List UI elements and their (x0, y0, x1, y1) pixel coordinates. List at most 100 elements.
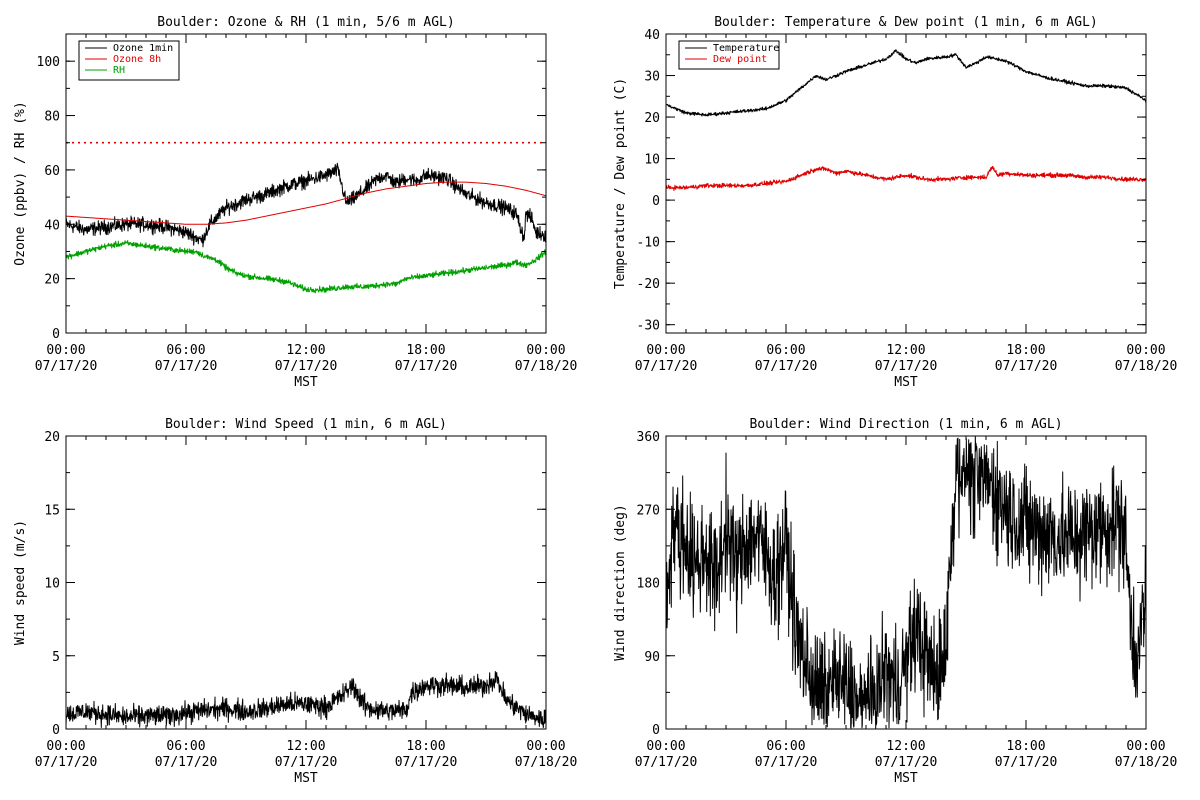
chart-ozone_rh: Boulder: Ozone & RH (1 min, 5/6 m AGL) 0 2… (13, 15, 577, 390)
x-tick-date: 07/17/20 (995, 755, 1058, 770)
x-tick-date: 07/17/20 (995, 359, 1058, 374)
y-tick-label: 40 (44, 218, 60, 233)
x-tick-time: 18:00 (1006, 343, 1045, 358)
y-tick-label: 0 (652, 194, 660, 209)
y-tick-label: 5 (52, 650, 60, 665)
x-tick-time: 12:00 (286, 343, 325, 358)
x-tick-date: 07/17/20 (875, 755, 938, 770)
legend-label: Ozone 8h (113, 54, 161, 65)
y-tick-label: 0 (652, 723, 660, 738)
x-tick-date: 07/17/20 (635, 755, 698, 770)
y-tick-label: 30 (644, 70, 660, 85)
y-tick-label: 15 (44, 503, 60, 518)
y-tick-label: 90 (644, 650, 660, 665)
chart-wind_speed: Boulder: Wind Speed (1 min, 6 m AGL) 0 5 10… (13, 417, 577, 786)
x-tick-date: 07/17/20 (755, 359, 818, 374)
x-tick-date: 07/17/20 (875, 359, 938, 374)
x-tick-time: 00:00 (46, 343, 85, 358)
y-tick-label: 20 (44, 273, 60, 288)
y-tick-label: 10 (644, 153, 660, 168)
y-axis-label: Temperature / Dew point (C) (613, 78, 628, 289)
x-tick-date: 07/17/20 (395, 359, 458, 374)
series-line-wind_direction (666, 436, 1146, 729)
x-tick-date: 07/17/20 (35, 755, 98, 770)
y-tick-label: 60 (44, 164, 60, 179)
series-line-wind_speed (66, 671, 546, 729)
x-tick-date: 07/17/20 (635, 359, 698, 374)
x-tick-time: 00:00 (526, 343, 565, 358)
series-line-temperature (666, 49, 1146, 117)
y-tick-label: 0 (52, 327, 60, 342)
legend-box (678, 40, 780, 70)
plot-area (666, 49, 1146, 192)
y-tick-label: 0 (52, 723, 60, 738)
legend-label: Ozone 1min (113, 43, 173, 54)
x-tick-time: 18:00 (406, 739, 445, 754)
y-tick-label: 20 (44, 430, 60, 445)
chart-wind_direction: Boulder: Wind Direction (1 min, 6 m AGL)… (613, 417, 1177, 786)
x-tick-date: 07/17/20 (275, 359, 338, 374)
x-tick-time: 06:00 (766, 739, 805, 754)
y-tick-label: 40 (644, 28, 660, 43)
chart-temp_dew: Boulder: Temperature & Dew point (1 min,… (613, 15, 1177, 390)
x-tick-date: 07/18/20 (515, 359, 578, 374)
y-axis-label: Ozone (ppbv) / RH (%) (13, 101, 28, 265)
x-tick-date: 07/18/20 (515, 755, 578, 770)
x-tick-date: 07/17/20 (155, 359, 218, 374)
chart-title: Boulder: Temperature & Dew point (1 min,… (714, 15, 1098, 30)
series-line-dew-point (666, 166, 1146, 192)
x-axis-label: MST (294, 375, 318, 390)
series-line-rh (66, 240, 546, 294)
x-tick-date: 07/17/20 (155, 755, 218, 770)
x-tick-date: 07/17/20 (275, 755, 338, 770)
y-tick-label: 180 (637, 577, 660, 592)
x-tick-time: 18:00 (406, 343, 445, 358)
y-tick-label: 20 (644, 111, 660, 126)
x-tick-time: 18:00 (1006, 739, 1045, 754)
y-tick-label: 360 (637, 430, 660, 445)
plot-area (66, 162, 546, 294)
x-tick-time: 00:00 (1126, 343, 1165, 358)
x-tick-date: 07/17/20 (755, 755, 818, 770)
y-tick-label: 100 (37, 55, 60, 70)
chart-title: Boulder: Wind Speed (1 min, 6 m AGL) (165, 417, 447, 432)
series-line-ozone-8h (66, 181, 546, 225)
x-axis-label: MST (894, 375, 918, 390)
x-tick-time: 06:00 (166, 739, 205, 754)
plot-area (66, 671, 546, 729)
x-axis-label: MST (294, 771, 318, 786)
x-tick-time: 12:00 (886, 343, 925, 358)
x-tick-time: 00:00 (526, 739, 565, 754)
legend-label: Dew point (713, 54, 767, 65)
x-tick-time: 12:00 (886, 739, 925, 754)
x-tick-time: 00:00 (46, 739, 85, 754)
plot-area (666, 436, 1146, 729)
x-tick-date: 07/18/20 (1115, 359, 1178, 374)
y-tick-label: 80 (44, 110, 60, 125)
y-tick-label: 10 (44, 577, 60, 592)
x-tick-time: 00:00 (646, 343, 685, 358)
chart-title: Boulder: Wind Direction (1 min, 6 m AGL) (749, 417, 1062, 432)
x-tick-time: 06:00 (166, 343, 205, 358)
x-tick-date: 07/17/20 (35, 359, 98, 374)
x-tick-time: 12:00 (286, 739, 325, 754)
y-axis-label: Wind direction (deg) (613, 504, 628, 661)
legend-label: RH (113, 65, 125, 76)
y-axis-label: Wind speed (m/s) (13, 520, 28, 645)
x-tick-time: 00:00 (1126, 739, 1165, 754)
series-line-ozone-1min (66, 162, 546, 248)
y-tick-label: 270 (637, 503, 660, 518)
x-tick-time: 00:00 (646, 739, 685, 754)
plot-frame (665, 435, 1147, 730)
x-tick-time: 06:00 (766, 343, 805, 358)
x-axis-label: MST (894, 771, 918, 786)
y-tick-label: -10 (637, 236, 660, 251)
x-tick-date: 07/17/20 (395, 755, 458, 770)
y-tick-label: -20 (637, 277, 660, 292)
legend-label: Temperature (713, 43, 779, 54)
y-tick-label: -30 (637, 319, 660, 334)
x-tick-date: 07/18/20 (1115, 755, 1178, 770)
